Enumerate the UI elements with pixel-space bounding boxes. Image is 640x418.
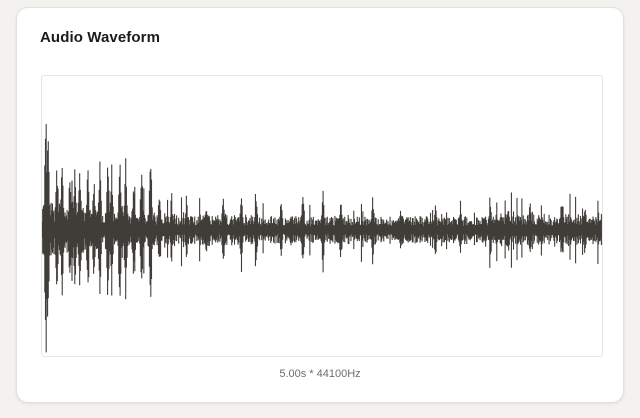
waveform-caption: 5.00s * 44100Hz <box>279 368 361 380</box>
waveform-plot <box>42 124 602 353</box>
waveform-trace <box>42 124 602 353</box>
waveform-card: Audio Waveform 5.00s * 44100Hz <box>16 7 624 403</box>
card-title: Audio Waveform <box>40 29 161 46</box>
waveform-canvas <box>41 75 603 357</box>
